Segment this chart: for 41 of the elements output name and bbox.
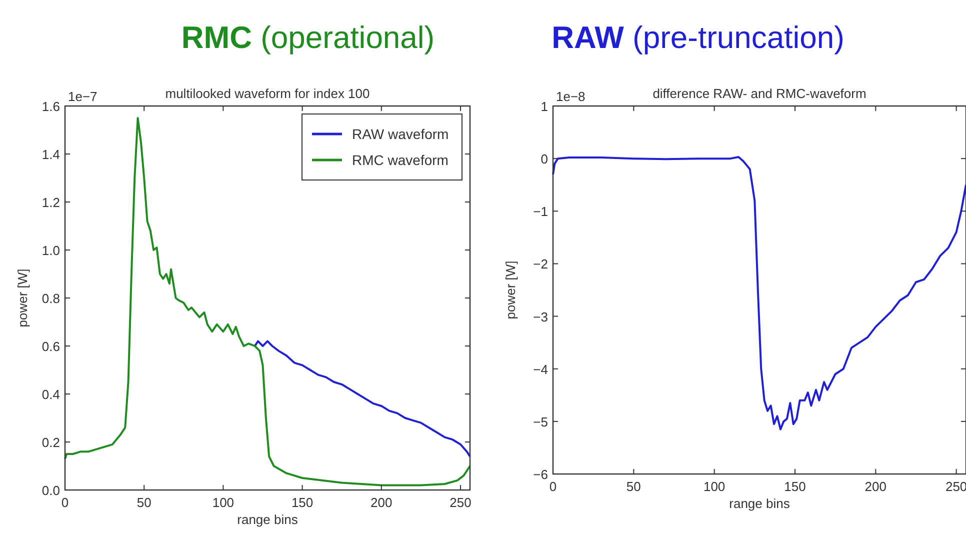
- y-tick-label: 0: [540, 152, 548, 167]
- text: 1e−7: [68, 89, 98, 104]
- y-tick-label: 1.6: [42, 99, 60, 114]
- x-tick-label: 50: [136, 495, 152, 510]
- chart-title: difference RAW- and RMC-waveform: [652, 86, 866, 101]
- line-series: [64, 117, 471, 486]
- x-tick-label: 200: [864, 479, 887, 494]
- x-tick-label: 150: [784, 479, 806, 494]
- legend-label: RAW waveform: [352, 126, 449, 142]
- y-tick-label: 0.4: [42, 387, 60, 402]
- x-tick-label: 100: [703, 479, 726, 494]
- x-axis-title: range bins: [237, 512, 298, 527]
- y-tick-label: 0.6: [42, 339, 60, 354]
- text: RMC (operational): [181, 20, 435, 55]
- y-tick-label: −6: [533, 467, 548, 482]
- line-series: [552, 156, 966, 430]
- y-tick-label: 1.4: [42, 147, 60, 162]
- y-tick-label: −5: [533, 414, 548, 430]
- y-axis-title: power [W]: [15, 268, 30, 328]
- line-series: [254, 340, 471, 458]
- y-tick-label: 0.8: [42, 291, 60, 306]
- y-tick-label: −2: [533, 256, 548, 272]
- x-tick-label: 100: [212, 495, 234, 510]
- y-tick-label: 1.0: [42, 243, 60, 258]
- y-tick-label: −1: [533, 204, 548, 220]
- text: RAW (pre-truncation): [552, 20, 844, 55]
- y-axis-title: power [W]: [503, 260, 518, 320]
- y-tick-label: 0.0: [42, 483, 60, 498]
- x-tick-label: 50: [626, 479, 641, 494]
- y-tick-label: 1: [540, 99, 548, 114]
- y-tick-label: −4: [533, 362, 548, 377]
- x-axis-title: range bins: [729, 496, 790, 511]
- x-tick-label: 150: [291, 495, 314, 510]
- legend-label: RMC waveform: [352, 152, 448, 168]
- x-tick-label: 200: [370, 495, 392, 510]
- x-tick-label: 250: [450, 495, 472, 510]
- y-tick-label: −3: [533, 309, 548, 324]
- y-tick-label: 0.2: [42, 435, 60, 450]
- y-tick-label: 1.2: [42, 195, 60, 210]
- text: 1e−8: [556, 89, 586, 104]
- chart-title: multilooked waveform for index 100: [165, 86, 370, 101]
